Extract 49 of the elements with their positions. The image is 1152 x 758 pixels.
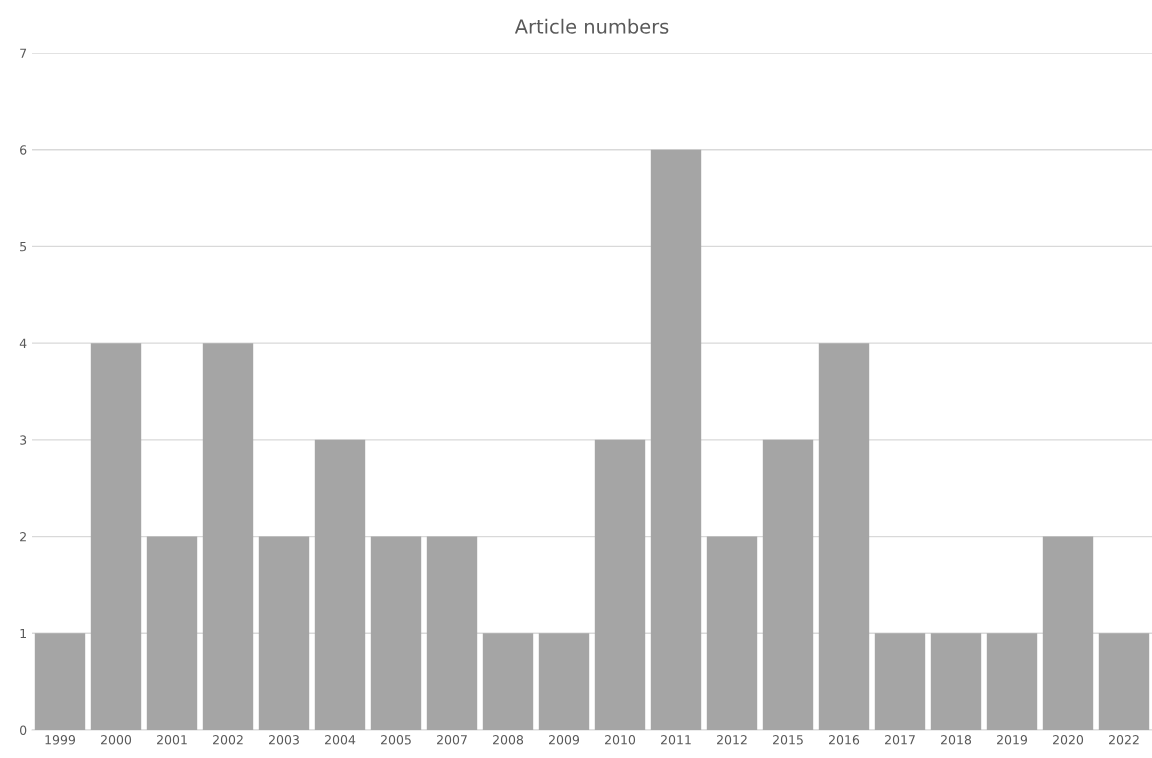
chart-title: Article numbers <box>514 18 669 34</box>
x-tick-label: 2011 <box>661 735 691 745</box>
x-tick-label: 2007 <box>437 735 467 745</box>
bar <box>314 439 366 730</box>
x-tick-label: 2018 <box>941 735 972 745</box>
x-tick-label: 2010 <box>605 735 636 745</box>
bar <box>90 343 142 730</box>
bar <box>874 633 926 730</box>
bar <box>34 633 86 730</box>
y-tick-label: 1 <box>20 628 26 639</box>
x-tick-label: 2004 <box>325 735 356 745</box>
y-tick-label: 2 <box>20 532 26 542</box>
bar <box>650 149 702 730</box>
bar <box>258 536 310 730</box>
bar <box>1098 633 1150 730</box>
bar <box>370 536 422 730</box>
bar <box>594 439 646 730</box>
bar <box>426 536 478 730</box>
x-tick-label: 2005 <box>381 735 411 745</box>
x-tick-label: 2003 <box>269 735 299 745</box>
y-tick-label: 5 <box>20 242 27 252</box>
bar <box>818 343 870 730</box>
bar <box>986 633 1038 730</box>
x-tick-label: 2008 <box>493 735 524 745</box>
bar <box>146 536 198 730</box>
x-tick-label: 2020 <box>1053 735 1084 745</box>
x-tick-label: 2022 <box>1109 735 1139 745</box>
bar <box>1042 536 1094 730</box>
y-tick-label: 6 <box>20 145 27 155</box>
bar <box>762 439 814 730</box>
bar <box>538 633 590 730</box>
bar <box>706 536 758 730</box>
x-tick-label: 2000 <box>101 735 132 745</box>
x-tick-label: 2001 <box>157 735 187 745</box>
x-tick-label: 2009 <box>549 735 580 745</box>
y-tick-label: 7 <box>20 48 27 58</box>
x-tick-label: 2012 <box>717 735 747 745</box>
bar <box>202 343 254 730</box>
y-tick-label: 0 <box>20 725 27 735</box>
x-tick-label: 2002 <box>213 735 243 745</box>
y-tick-label: 3 <box>20 435 27 445</box>
bar <box>482 633 534 730</box>
x-tick-label: 2016 <box>829 735 860 745</box>
x-tick-label: 2017 <box>885 735 915 745</box>
bar <box>930 633 982 730</box>
x-tick-label: 1999 <box>45 735 76 745</box>
y-tick-label: 4 <box>19 338 27 348</box>
x-tick-label: 2019 <box>997 735 1028 745</box>
x-tick-label: 2015 <box>773 735 803 745</box>
